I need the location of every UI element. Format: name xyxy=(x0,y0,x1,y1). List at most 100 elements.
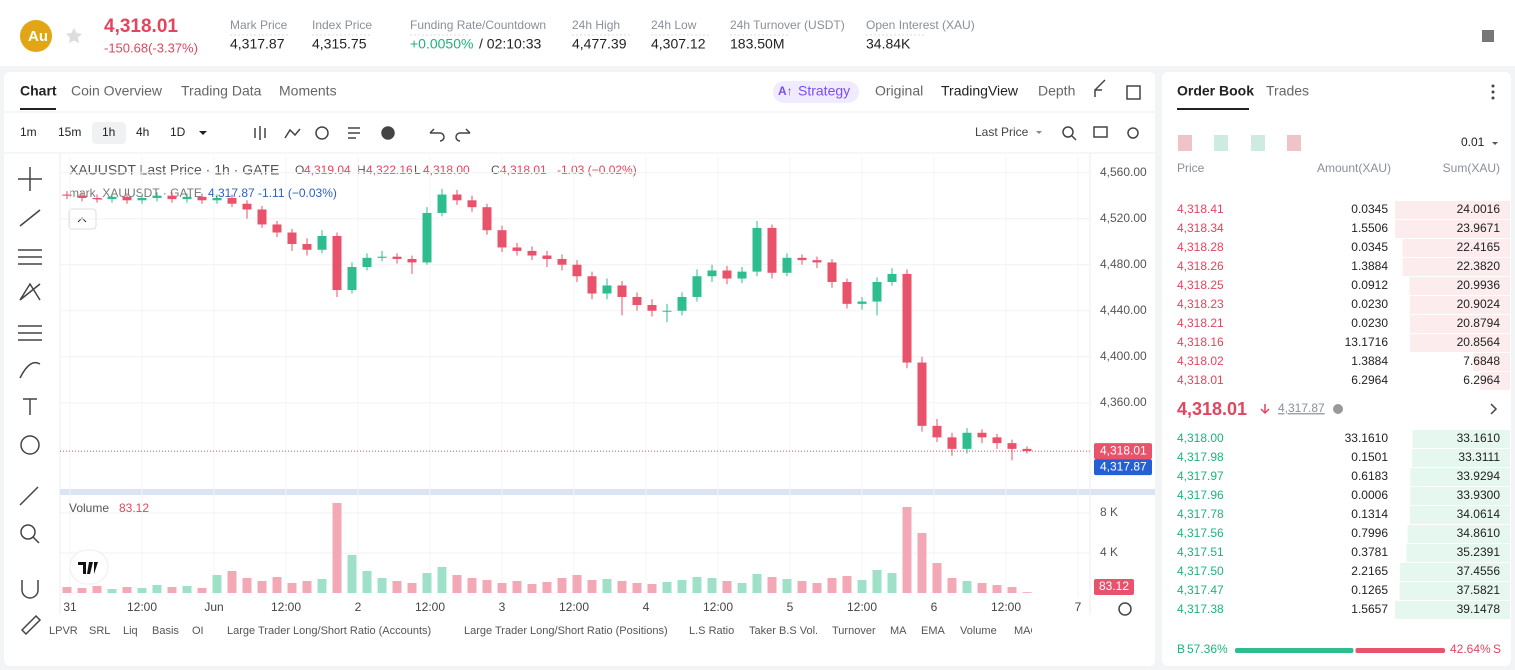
book-mode[interactable] xyxy=(1178,135,1192,151)
pane-separator[interactable] xyxy=(60,489,1155,495)
candle-body xyxy=(257,209,267,225)
indicator[interactable]: Large Trader Long/Short Ratio (Accounts) xyxy=(227,625,431,637)
interval[interactable]: 1h xyxy=(102,125,115,139)
volume-bar xyxy=(782,579,792,593)
volume-bar xyxy=(242,578,252,593)
depth-bar xyxy=(1479,372,1510,390)
candle-body xyxy=(527,250,537,256)
candle-body xyxy=(167,195,177,200)
candle-body xyxy=(572,264,582,277)
view-tab[interactable]: Original xyxy=(875,83,923,99)
depth-bar xyxy=(1410,334,1510,352)
volume-bar xyxy=(647,584,657,593)
x-tick-label: 12:00 xyxy=(127,600,157,614)
volume-bar xyxy=(272,577,282,593)
volume-bar xyxy=(62,587,72,593)
indicator[interactable]: SRL xyxy=(89,625,110,637)
book-sum: 20.9936 xyxy=(1457,278,1501,292)
x-tick-label: 7 xyxy=(1075,600,1082,614)
volume-bar xyxy=(227,571,237,593)
book-mode[interactable] xyxy=(1251,135,1265,151)
ratio-sell-bar xyxy=(1355,648,1445,653)
book-tab[interactable]: Order Book xyxy=(1177,83,1254,99)
down-arrow xyxy=(1260,404,1270,415)
volume-bar xyxy=(497,583,507,593)
indicator[interactable]: Basis xyxy=(152,625,179,637)
candle-body xyxy=(872,281,882,302)
depth-bar xyxy=(1395,220,1510,238)
depth-bar xyxy=(1409,506,1510,524)
volume-bar xyxy=(812,583,822,593)
volume-bar xyxy=(587,580,597,593)
interval[interactable]: 1m xyxy=(20,125,37,139)
candle-body xyxy=(287,232,297,245)
chart-tab[interactable]: Chart xyxy=(20,83,57,99)
indicator[interactable]: Liq xyxy=(123,625,138,637)
stat-value: 4,315.75 xyxy=(312,36,367,52)
interval[interactable]: 15m xyxy=(58,125,81,139)
volume-bar xyxy=(1007,587,1017,593)
candle-body xyxy=(707,270,717,277)
menu-icon[interactable] xyxy=(1482,30,1494,42)
book-price: 4,317.38 xyxy=(1177,602,1224,616)
chart-tab[interactable]: Moments xyxy=(279,83,337,99)
indicator[interactable]: OI xyxy=(192,625,204,637)
volume-bar xyxy=(197,588,207,593)
volume-bar xyxy=(632,583,642,593)
book-amount: 0.0345 xyxy=(1351,202,1388,216)
candle-body xyxy=(272,224,282,233)
mark-price-label: 4,317.87 xyxy=(1100,459,1147,473)
view-tab[interactable]: TradingView xyxy=(941,83,1019,99)
chart-tab[interactable]: Coin Overview xyxy=(71,83,163,99)
volume-bar xyxy=(752,574,762,593)
book-price: 4,317.98 xyxy=(1177,450,1224,464)
indicator[interactable]: L.S Ratio xyxy=(689,625,734,637)
book-price: 4,318.21 xyxy=(1177,316,1224,330)
precision[interactable]: 0.01 xyxy=(1461,135,1485,149)
interval[interactable]: 1D xyxy=(170,125,186,139)
x-tick-label: 4 xyxy=(643,600,650,614)
view-tab[interactable]: Depth xyxy=(1038,83,1075,99)
book-price: 4,317.51 xyxy=(1177,545,1224,559)
indicator[interactable]: Large Trader Long/Short Ratio (Positions… xyxy=(464,625,668,637)
book-amount: 1.3884 xyxy=(1351,354,1388,368)
indicator[interactable]: Volume xyxy=(960,625,997,637)
indicator[interactable]: Taker B.S Vol. xyxy=(749,625,818,637)
y-tick-label: 4,400.00 xyxy=(1100,349,1147,363)
favorite-star[interactable] xyxy=(66,28,82,44)
book-mode[interactable] xyxy=(1214,135,1228,151)
indicator[interactable]: MA xyxy=(890,625,907,637)
volume-bar xyxy=(122,587,132,593)
toolbar-icons[interactable] xyxy=(18,79,1498,637)
volume-bar xyxy=(962,581,972,593)
ratio-buy-bar xyxy=(1235,648,1354,653)
stat-value: +0.0050% xyxy=(410,36,473,52)
stat-label: 24h High xyxy=(572,18,620,32)
candle-body xyxy=(662,310,672,312)
indicator[interactable]: EMA xyxy=(921,625,946,637)
candle-body xyxy=(962,432,972,449)
book-mode[interactable] xyxy=(1287,135,1301,151)
stat-label: Open Interest (XAU) xyxy=(866,18,975,32)
candle-body xyxy=(977,432,987,438)
ratio-key: S xyxy=(1493,642,1501,656)
book-tab[interactable]: Trades xyxy=(1266,83,1309,99)
candle-body xyxy=(62,194,72,196)
volume-bar xyxy=(347,555,357,593)
candle-body xyxy=(752,227,762,272)
x-tick-label: 12:00 xyxy=(991,600,1021,614)
book-amount: 2.2165 xyxy=(1351,564,1388,578)
view-tab[interactable]: Strategy xyxy=(798,83,850,99)
book-amount: 0.3781 xyxy=(1351,545,1388,559)
price-type[interactable]: Last Price xyxy=(975,125,1029,139)
chart-tab[interactable]: Trading Data xyxy=(181,83,262,99)
last-price-label: 4,318.01 xyxy=(1100,443,1147,457)
interval[interactable]: 4h xyxy=(136,125,149,139)
volume-bar xyxy=(317,579,327,593)
candle-body xyxy=(887,273,897,282)
indicator[interactable]: LPVR xyxy=(49,625,78,637)
indicator[interactable]: Turnover xyxy=(832,625,876,637)
candle-body xyxy=(692,276,702,297)
candle-body xyxy=(392,256,402,259)
